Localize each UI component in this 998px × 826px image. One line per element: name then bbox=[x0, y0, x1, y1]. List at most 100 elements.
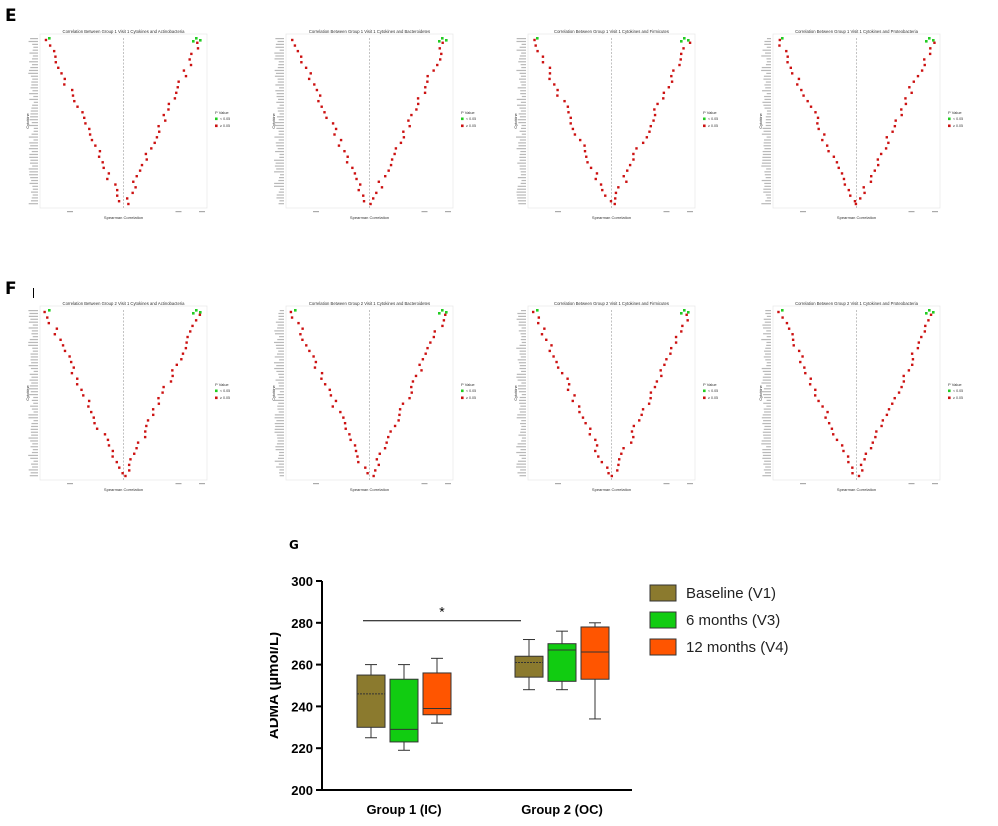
cytokine-tick-label bbox=[520, 356, 526, 358]
data-point-nonsignificant bbox=[541, 61, 545, 64]
data-point-nonsignificant bbox=[121, 472, 124, 475]
data-point-nonsignificant bbox=[849, 194, 852, 197]
data-point-nonsignificant bbox=[617, 463, 620, 467]
cytokine-tick-label bbox=[765, 353, 771, 355]
data-point-nonsignificant bbox=[663, 363, 666, 367]
cytokine-tick-label bbox=[516, 98, 526, 101]
cytokine-tick-label bbox=[30, 431, 38, 433]
box-3-2 bbox=[580, 626, 610, 680]
cytokine-tick-label bbox=[279, 174, 284, 176]
x-tick-label bbox=[313, 211, 319, 213]
cytokine-tick-label bbox=[516, 466, 526, 468]
data-point-nonsignificant bbox=[907, 369, 911, 372]
data-point-nonsignificant bbox=[893, 396, 896, 400]
data-point-nonsignificant bbox=[323, 111, 326, 114]
cytokine-tick-label bbox=[766, 336, 771, 338]
cytokine-tick-label bbox=[516, 104, 526, 106]
cytokine-tick-label bbox=[278, 139, 284, 141]
data-point-nonsignificant bbox=[296, 49, 300, 53]
data-point-nonsignificant bbox=[84, 122, 87, 125]
data-point-nonsignificant bbox=[161, 391, 164, 394]
cytokine-tick-label bbox=[28, 454, 38, 457]
cytokine-tick-label bbox=[31, 84, 38, 86]
cytokine-tick-label bbox=[278, 98, 284, 101]
data-point-nonsignificant bbox=[910, 91, 913, 95]
cytokine-tick-label bbox=[520, 338, 526, 341]
cytokine-tick-label bbox=[765, 347, 771, 349]
data-point-nonsignificant bbox=[667, 86, 671, 89]
cytokine-tick-label bbox=[766, 362, 771, 364]
data-point-nonsignificant bbox=[894, 119, 897, 122]
cytokine-tick-label bbox=[29, 174, 38, 176]
legend-label: ≥ 0.05 bbox=[708, 124, 718, 128]
data-point-nonsignificant bbox=[393, 152, 396, 156]
data-point-nonsignificant bbox=[320, 105, 323, 108]
data-point-nonsignificant bbox=[93, 421, 96, 425]
data-point-significant bbox=[438, 40, 441, 43]
cytokine-tick-label bbox=[30, 356, 38, 358]
cytokine-tick-label bbox=[520, 174, 526, 176]
cytokine-tick-label bbox=[274, 136, 284, 138]
data-point-nonsignificant bbox=[73, 99, 76, 103]
data-point-nonsignificant bbox=[614, 191, 618, 195]
data-point-nonsignificant bbox=[398, 408, 402, 411]
cytokine-tick-label bbox=[516, 38, 526, 40]
cytokine-tick-label bbox=[31, 463, 38, 465]
cytokine-tick-label bbox=[763, 145, 771, 147]
data-point-nonsignificant bbox=[893, 124, 897, 128]
legend-label: < 0.05 bbox=[953, 389, 963, 393]
cytokine-tick-label bbox=[32, 43, 38, 45]
cytokine-tick-label bbox=[517, 185, 526, 187]
cytokine-tick-label bbox=[274, 356, 284, 358]
data-point-nonsignificant bbox=[622, 175, 625, 178]
data-point-significant bbox=[928, 309, 931, 312]
cytokine-tick-label bbox=[276, 168, 284, 170]
data-point-nonsignificant bbox=[145, 158, 148, 161]
cytokine-tick-label bbox=[763, 318, 771, 320]
data-point-nonsignificant bbox=[380, 186, 384, 189]
data-point-nonsignificant bbox=[821, 138, 824, 142]
cytokine-tick-label bbox=[762, 454, 771, 457]
cytokine-tick-label bbox=[31, 150, 38, 153]
y-tick-label: 300 bbox=[291, 574, 313, 589]
data-point-nonsignificant bbox=[127, 202, 130, 206]
cytokine-tick-label bbox=[521, 52, 526, 54]
data-point-nonsignificant bbox=[929, 47, 932, 50]
cytokine-tick-label bbox=[518, 61, 526, 63]
data-point-nonsignificant bbox=[107, 172, 111, 175]
data-point-nonsignificant bbox=[60, 72, 63, 75]
cytokine-tick-label bbox=[28, 417, 38, 419]
cytokine-tick-label bbox=[763, 188, 771, 190]
data-point-nonsignificant bbox=[653, 108, 656, 111]
data-point-nonsignificant bbox=[128, 469, 131, 472]
correlation-plot-canvas: Correlation Between Group 2 Visit 1 Cyto… bbox=[271, 301, 476, 492]
cytokine-tick-label bbox=[761, 367, 771, 370]
cytokine-tick-label bbox=[521, 382, 526, 384]
data-point-nonsignificant bbox=[842, 177, 846, 181]
cytokine-tick-label bbox=[765, 310, 771, 312]
data-point-nonsignificant bbox=[567, 111, 570, 114]
cytokine-tick-label bbox=[277, 78, 284, 80]
legend-title: P Value bbox=[215, 382, 229, 387]
data-point-nonsignificant bbox=[601, 188, 604, 192]
cytokine-tick-label bbox=[279, 359, 284, 361]
cytokine-tick-label bbox=[278, 373, 284, 375]
cytokine-tick-label bbox=[516, 446, 526, 448]
data-point-nonsignificant bbox=[583, 144, 586, 147]
cytokine-tick-label bbox=[763, 388, 771, 390]
data-point-nonsignificant bbox=[560, 371, 564, 375]
cytokine-tick-label bbox=[278, 203, 284, 205]
cytokine-tick-label bbox=[277, 81, 284, 83]
data-point-nonsignificant bbox=[902, 380, 906, 383]
cytokine-tick-label bbox=[762, 449, 771, 451]
cytokine-tick-label bbox=[278, 119, 284, 121]
cytokine-tick-label bbox=[28, 148, 38, 150]
cytokine-tick-label bbox=[30, 367, 38, 370]
cytokine-tick-label bbox=[29, 142, 38, 144]
data-point-significant bbox=[294, 309, 297, 312]
cytokine-tick-label bbox=[766, 405, 771, 407]
cytokine-tick-label bbox=[276, 443, 284, 445]
cytokine-tick-label bbox=[766, 344, 771, 346]
data-point-nonsignificant bbox=[72, 366, 75, 369]
cytokine-tick-label bbox=[765, 122, 771, 124]
